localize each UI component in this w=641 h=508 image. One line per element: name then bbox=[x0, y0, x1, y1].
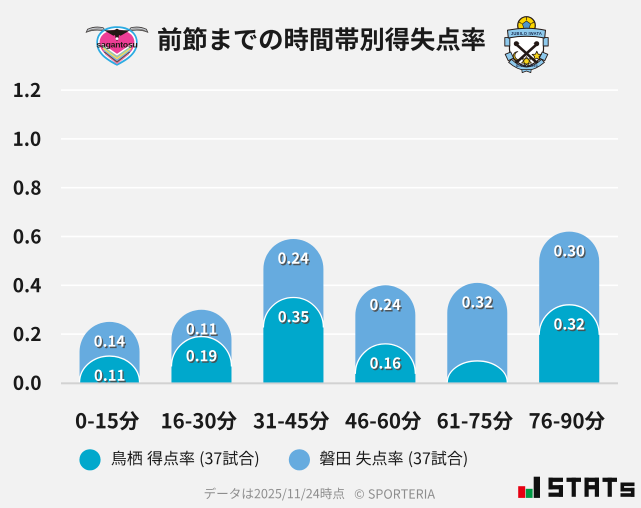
svg-text:JUBILO IWATA: JUBILO IWATA bbox=[511, 31, 542, 36]
svg-text:sagantosu: sagantosu bbox=[96, 39, 137, 49]
svg-text:SINCE 1993: SINCE 1993 bbox=[516, 64, 538, 68]
